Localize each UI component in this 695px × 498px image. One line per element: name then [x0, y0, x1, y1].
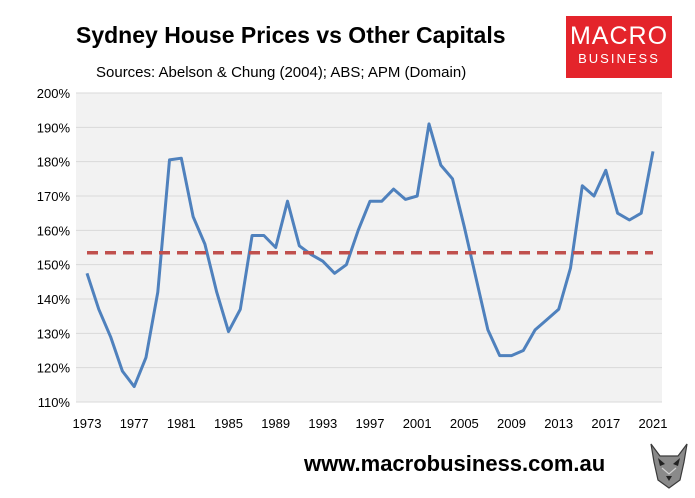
- y-tick-label: 200%: [37, 86, 71, 101]
- y-tick-label: 150%: [37, 258, 71, 273]
- y-tick-label: 140%: [37, 292, 71, 307]
- y-tick-label: 120%: [37, 361, 71, 376]
- series-lines: [85, 122, 655, 389]
- chart-title: Sydney House Prices vs Other Capitals: [76, 22, 506, 48]
- y-tick-label: 170%: [37, 189, 71, 204]
- x-tick-label: 2021: [639, 416, 668, 431]
- x-tick-label: 1973: [73, 416, 102, 431]
- logo-text-macro: MACRO: [569, 22, 669, 50]
- y-tick-label: 190%: [37, 120, 71, 135]
- x-tick-label: 1977: [120, 416, 149, 431]
- chart-subtitle: Sources: Abelson & Chung (2004); ABS; AP…: [96, 64, 467, 81]
- x-tick-label: 2001: [403, 416, 432, 431]
- x-tick-label: 2017: [591, 416, 620, 431]
- x-tick-label: 2013: [544, 416, 573, 431]
- x-tick-label: 1981: [167, 416, 196, 431]
- grid-lines: [76, 92, 662, 403]
- x-axis-ticks: 1973 1977 1981 1985 1989 1993 1997 2001 2005 2009…: [73, 416, 668, 431]
- y-tick-label: 180%: [37, 155, 71, 170]
- logo-text-business: BUSINESS: [578, 51, 660, 66]
- x-tick-label: 1993: [308, 416, 337, 431]
- x-tick-label: 1997: [356, 416, 385, 431]
- x-tick-label: 1985: [214, 416, 243, 431]
- x-tick-label: 1989: [261, 416, 290, 431]
- y-tick-label: 110%: [38, 395, 71, 410]
- y-tick-label: 160%: [37, 223, 71, 238]
- plot-area: [76, 93, 662, 402]
- macrobusiness-logo: MACRO BUSINESS: [566, 16, 672, 78]
- website-url: www.macrobusiness.com.au: [304, 451, 606, 476]
- x-tick-label: 2009: [497, 416, 526, 431]
- y-tick-label: 130%: [37, 326, 71, 341]
- y-axis-ticks: 110% 120% 130% 140% 150% 160% 170% 180% 190% 200%: [37, 86, 71, 410]
- x-tick-label: 2005: [450, 416, 479, 431]
- series-line: [85, 122, 655, 389]
- wolf-icon: [650, 443, 688, 489]
